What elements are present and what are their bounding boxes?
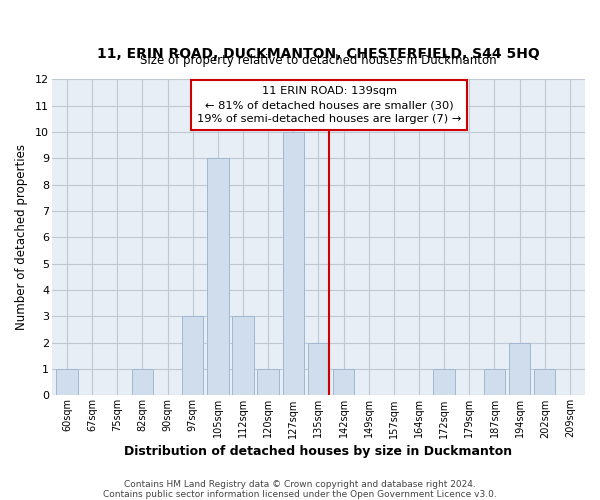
Y-axis label: Number of detached properties: Number of detached properties	[15, 144, 28, 330]
Text: 11 ERIN ROAD: 139sqm
← 81% of detached houses are smaller (30)
19% of semi-detac: 11 ERIN ROAD: 139sqm ← 81% of detached h…	[197, 86, 461, 124]
Bar	[534, 369, 556, 396]
Bar	[484, 369, 505, 396]
Bar	[433, 369, 455, 396]
Text: Size of property relative to detached houses in Duckmanton: Size of property relative to detached ho…	[140, 54, 497, 66]
Bar	[182, 316, 203, 396]
Bar	[333, 369, 354, 396]
Text: Contains HM Land Registry data © Crown copyright and database right 2024.: Contains HM Land Registry data © Crown c…	[124, 480, 476, 489]
Bar	[232, 316, 254, 396]
Bar	[509, 342, 530, 396]
X-axis label: Distribution of detached houses by size in Duckmanton: Distribution of detached houses by size …	[124, 444, 512, 458]
Text: Contains public sector information licensed under the Open Government Licence v3: Contains public sector information licen…	[103, 490, 497, 499]
Bar	[283, 132, 304, 396]
Bar	[308, 342, 329, 396]
Bar	[257, 369, 279, 396]
Bar	[131, 369, 153, 396]
Bar	[56, 369, 77, 396]
Bar	[207, 158, 229, 396]
Title: 11, ERIN ROAD, DUCKMANTON, CHESTERFIELD, S44 5HQ: 11, ERIN ROAD, DUCKMANTON, CHESTERFIELD,…	[97, 48, 540, 62]
